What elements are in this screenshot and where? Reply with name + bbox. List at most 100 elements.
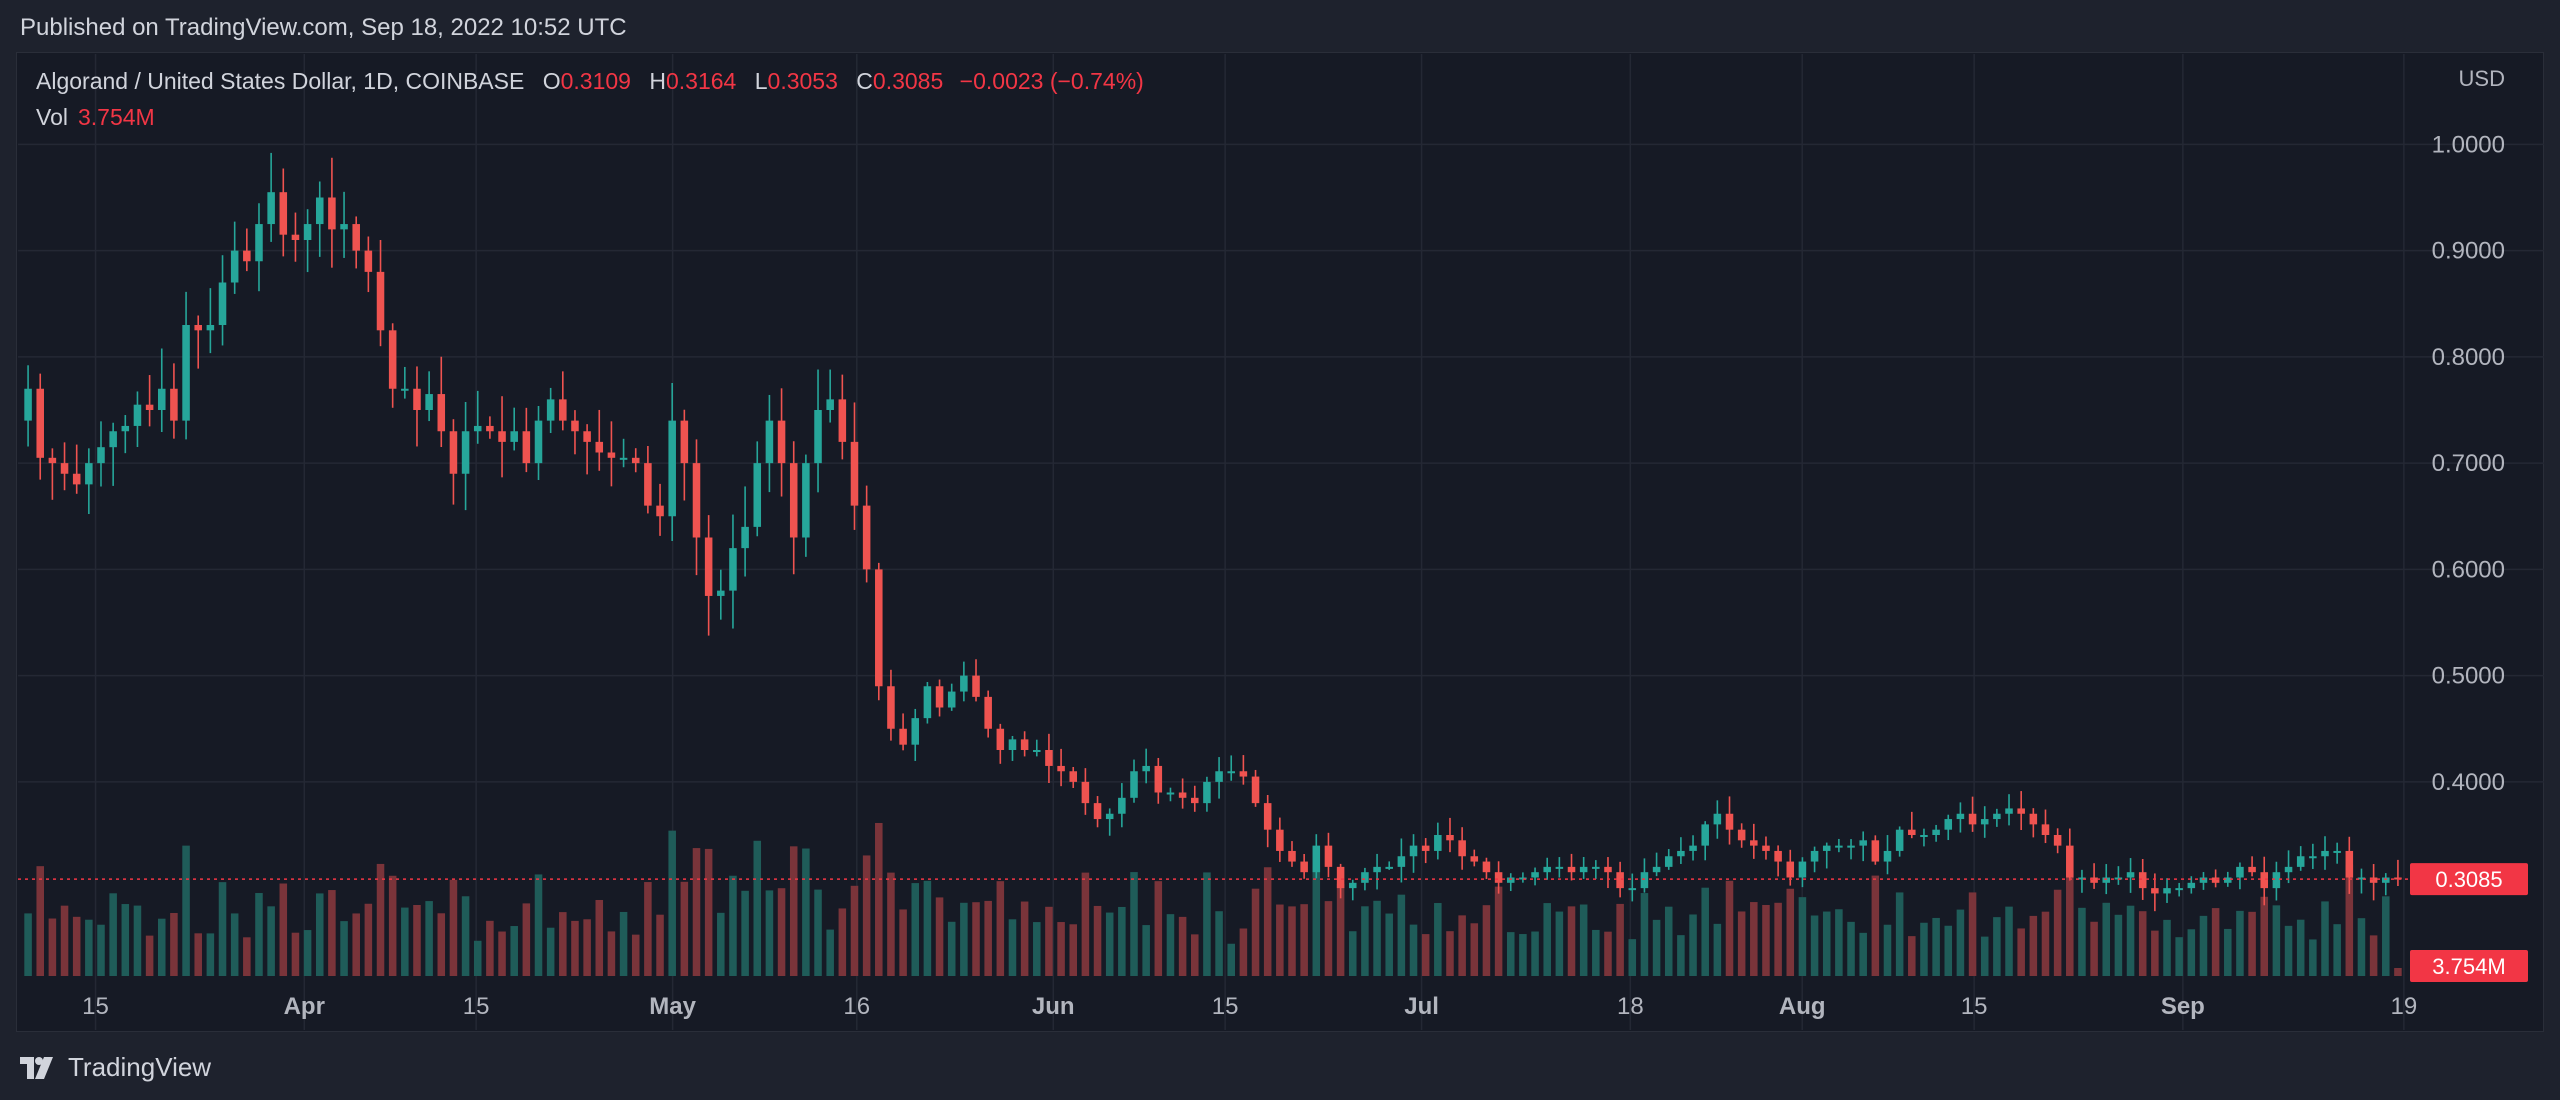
volume-bar [182, 845, 190, 976]
candle-body [388, 330, 397, 389]
candle-body [425, 394, 433, 410]
volume-bar [2090, 921, 2098, 976]
volume-bar [899, 909, 907, 976]
volume-bar [1652, 919, 1661, 976]
candle-body [1628, 888, 1637, 891]
volume-bar [1750, 902, 1758, 976]
volume-bar [1033, 922, 1041, 976]
x-tick-label: 18 [1617, 993, 1644, 1020]
chart[interactable]: 1.0000 0.9000 0.8000 0.7000 0.6000 0.5000 0.40… [0, 0, 2560, 1040]
candle-body [984, 696, 992, 729]
volume-bar [1239, 928, 1248, 976]
volume-bar [862, 855, 871, 976]
volume-bars [24, 822, 2402, 976]
volume-bar [1592, 929, 1600, 976]
candle-body [1033, 750, 1041, 752]
candle-body [97, 447, 105, 464]
candle-body [1737, 829, 1746, 841]
candle-body [789, 463, 798, 538]
volume-bar [1786, 888, 1795, 976]
candle-body [1312, 845, 1321, 873]
candle-body [1968, 813, 1977, 825]
volume-bar [60, 905, 69, 976]
brand-name: TradingView [68, 1052, 212, 1082]
volume-bar [24, 913, 32, 976]
x-tick-label: 15 [463, 993, 490, 1020]
volume-bar [2296, 919, 2305, 976]
candle-body [85, 463, 93, 485]
volume-bar [72, 916, 81, 976]
volume-bar [717, 912, 725, 976]
volume-bar [1567, 906, 1576, 976]
volume-bar [1822, 911, 1831, 976]
change-value: −0.0023 (−0.74%) [959, 68, 1144, 94]
volume-bar [2309, 939, 2317, 976]
volume-bar [1993, 917, 2001, 976]
volume-bar [1178, 916, 1187, 976]
volume-bar [1470, 923, 1479, 976]
candle-body [1203, 781, 1211, 804]
volume-bar [1105, 912, 1114, 976]
candle-body [2151, 888, 2159, 894]
volume-bar [267, 906, 275, 976]
x-tick-label: 15 [82, 993, 109, 1020]
low-label: L [754, 68, 768, 94]
candle-body [1324, 845, 1333, 867]
volume-value: 3.754M [77, 104, 155, 130]
volume-bar [1215, 911, 1223, 976]
volume-bar [413, 904, 421, 976]
candle-body [2053, 835, 2062, 846]
candle-body [1458, 840, 1466, 857]
candle-body [619, 457, 628, 460]
volume-bar [996, 881, 1005, 976]
volume-bar [230, 913, 239, 976]
candle-body [935, 686, 944, 708]
volume-bar [315, 893, 324, 976]
volume-bar [2005, 906, 2013, 976]
candle-body [1154, 765, 1163, 793]
volume-bar [2224, 928, 2232, 976]
volume-bar [2211, 908, 2220, 976]
candle-body [1166, 792, 1175, 795]
candle-body [1750, 840, 1758, 846]
close-value: 0.3085 [872, 68, 944, 94]
volume-bar [2017, 928, 2025, 976]
volume-bar [2260, 896, 2269, 976]
volume-bar [218, 882, 227, 976]
candle-body [2224, 877, 2232, 883]
candle-body [1251, 776, 1260, 804]
volume-bar [1895, 892, 1904, 976]
volume-bar [753, 840, 762, 976]
volume-bar [583, 919, 591, 976]
volume-bar [1312, 866, 1321, 976]
volume-bar [1203, 872, 1211, 976]
x-tick-label: 15 [1961, 993, 1988, 1020]
volume-bar [121, 904, 130, 976]
volume-bar [2175, 937, 2183, 976]
candle-body [814, 410, 822, 464]
volume-bar [1932, 917, 1940, 976]
candle-body [1409, 845, 1418, 857]
candle-body [753, 463, 762, 527]
tradingview-brand[interactable]: TradingView [20, 1052, 211, 1083]
volume-bar [1446, 931, 1454, 976]
volume-bar [1968, 892, 1977, 976]
candle-body [170, 388, 178, 421]
candle-body [2175, 888, 2183, 891]
volume-bar [510, 926, 518, 976]
volume-bar [1664, 906, 1673, 976]
candle-body [498, 431, 506, 442]
last-volume-value: 3.754M [2432, 954, 2505, 979]
volume-bar [2066, 871, 2074, 976]
volume-bar [619, 911, 628, 976]
volume-bar [534, 874, 543, 976]
volume-bar [2357, 918, 2366, 976]
candle-body [1008, 739, 1017, 750]
candle-body [1762, 845, 1770, 851]
volume-bar [1482, 905, 1491, 976]
candle-body [2017, 808, 2025, 814]
candle-body [24, 388, 32, 421]
volume-bar [2078, 907, 2086, 976]
volume-legend: Vol 3.754M [36, 104, 155, 131]
chart-area[interactable] [16, 52, 2544, 1032]
